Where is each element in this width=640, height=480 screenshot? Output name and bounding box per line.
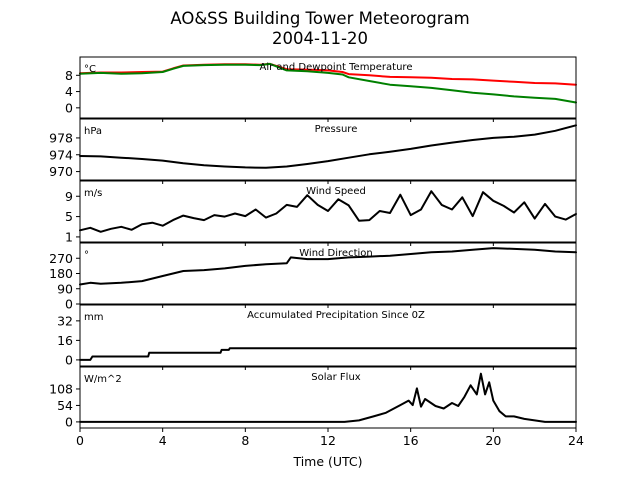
panel-6-ytick-label: 54 <box>57 398 73 413</box>
panel-2: 970 974 978 Pressure hPa <box>49 118 577 184</box>
panel-2-title: Pressure <box>315 124 358 135</box>
panel-5-ytick-label: 16 <box>57 333 73 348</box>
panel-3-title: Wind Speed <box>306 186 366 197</box>
x-axis: 0 4 8 12 16 20 24 <box>76 433 584 448</box>
panel-4-ytick-label: 0 <box>65 297 73 312</box>
panel-5-ytick-label: 32 <box>57 313 73 328</box>
panel-2-ytick-label: 970 <box>49 164 73 179</box>
panel-5-series-1-line <box>79 347 577 361</box>
panel-2-series-1-line <box>79 124 577 169</box>
figure-subtitle: 2004-11-20 <box>272 29 368 48</box>
panel-4-title: Wind Direction <box>299 248 373 259</box>
panel-5-ytick-label: 0 <box>65 352 73 367</box>
xtick-label: 4 <box>159 433 167 448</box>
panel-6-series-1-line <box>79 372 577 423</box>
panel-2-ytick-label: 978 <box>49 130 73 145</box>
panel-6-ytick-label: 108 <box>49 381 73 396</box>
panel-5-title: Accumulated Precipitation Since 0Z <box>247 310 425 321</box>
panel-3-series-1-line <box>79 190 577 233</box>
panel-1-title: Air and Dewpoint Temperature <box>260 62 413 73</box>
xtick-label: 0 <box>76 433 84 448</box>
panel-3: 1 5 9 Wind Speed m/s <box>65 180 577 246</box>
xtick-label: 20 <box>485 433 501 448</box>
panel-4-unit-label: ° <box>84 250 89 261</box>
panel-5: 0 16 32 Accumulated Precipitation Since 0Z m… <box>57 304 577 370</box>
figure-title: AO&SS Building Tower Meteorogram <box>170 9 469 28</box>
xtick-label: 12 <box>320 433 336 448</box>
panel-3-ytick-label: 9 <box>65 189 73 204</box>
panel-6: 054 108 Solar Flux W/m^2 <box>49 366 577 432</box>
xtick-label: 16 <box>403 433 419 448</box>
panel-1-ytick-label: 0 <box>65 100 73 115</box>
panel-1-series-2-line <box>79 62 577 104</box>
panel-1-ytick-label: 8 <box>65 68 73 83</box>
panel-4-ytick-label: 90 <box>57 281 73 296</box>
xtick-label: 8 <box>241 433 249 448</box>
panel-6-ytick-label: 0 <box>65 414 73 429</box>
panel-1-unit-label: °C <box>84 64 96 75</box>
panel-2-ytick-label: 974 <box>49 147 73 162</box>
panel-1-ytick-label: 4 <box>65 84 73 99</box>
panel-5-unit-label: mm <box>84 312 103 323</box>
panel-3-unit-label: m/s <box>84 188 102 199</box>
panel-6-title: Solar Flux <box>311 372 361 383</box>
panel-4-ytick-label: 270 <box>49 251 73 266</box>
panel-1: 048 Air and Dewpoint Temperature °C <box>65 56 577 122</box>
panel-4-series-1-line <box>79 247 577 286</box>
x-axis-label: Time (UTC) <box>292 454 362 469</box>
panel-3-ytick-label: 1 <box>65 229 73 244</box>
panel-3-ytick-label: 5 <box>65 209 73 224</box>
panel-6-unit-label: W/m^2 <box>84 374 122 385</box>
panel-4-ytick-label: 180 <box>49 266 73 281</box>
panel-2-unit-label: hPa <box>84 126 102 137</box>
xtick-label: 24 <box>568 433 584 448</box>
